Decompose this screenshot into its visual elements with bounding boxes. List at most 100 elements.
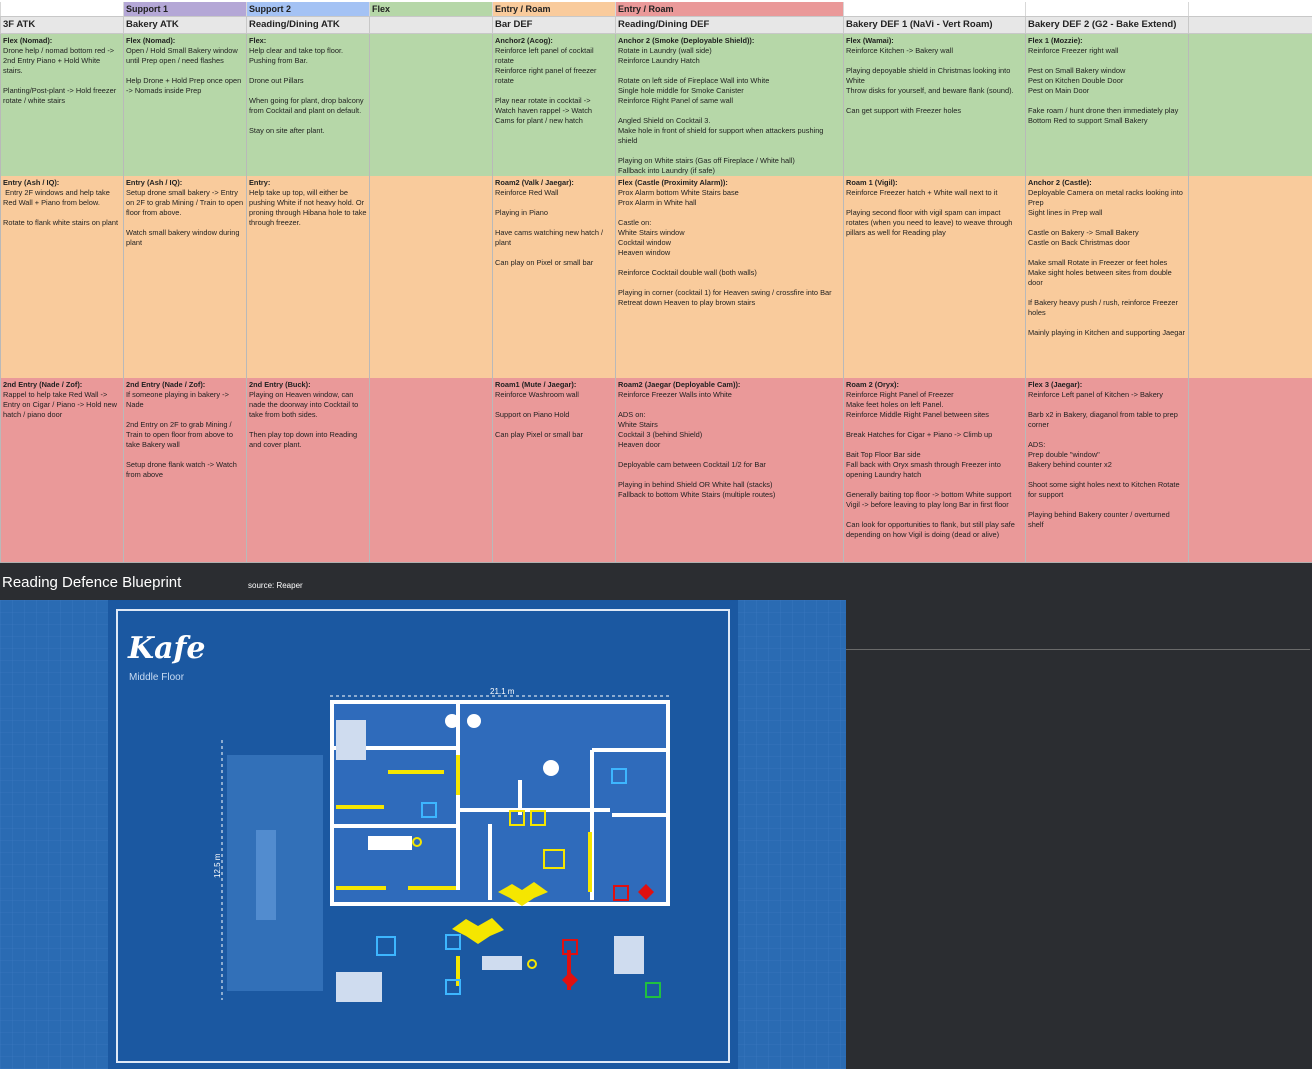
table-cell[interactable]: Flex (Wamai): Reinforce Kitchen -> Baker… xyxy=(843,34,1025,176)
table-round xyxy=(445,714,459,728)
table-cell[interactable]: Flex 1 (Mozzie): Reinforce Freezer right… xyxy=(1025,34,1188,176)
table-cell[interactable] xyxy=(369,176,492,378)
gadget-yellow-icon xyxy=(509,810,525,826)
building-floor xyxy=(330,700,670,906)
cell-title: 2nd Entry (Nade / Zof): xyxy=(126,380,206,389)
table-cell[interactable]: 2nd Entry (Buck): Playing on Heaven wind… xyxy=(246,378,369,562)
reinforced-wall xyxy=(588,832,592,892)
table-cell[interactable]: 2nd Entry (Nade / Zof): Rappel to help t… xyxy=(0,378,123,562)
table-cell[interactable]: Anchor2 (Acog): Reinforce left panel of … xyxy=(492,34,615,176)
cell-body: Reinforce Washroom wall Support on Piano… xyxy=(495,390,583,439)
cell-text: Flex 1 (Mozzie): Reinforce Freezer right… xyxy=(1028,36,1186,126)
header-cell[interactable] xyxy=(369,17,492,33)
cell-text: Flex 3 (Jaegar): Reinforce Left panel of… xyxy=(1028,380,1186,530)
cell-text xyxy=(372,36,490,46)
gadget-blue-icon xyxy=(445,979,461,995)
table-cell[interactable] xyxy=(369,378,492,562)
map-name: Kafe xyxy=(127,631,206,666)
barricade-line xyxy=(336,886,386,890)
gadget-blue-icon xyxy=(611,768,627,784)
table-cell[interactable]: Entry (Ash / IQ): Entry 2F windows and h… xyxy=(0,176,123,378)
cell-title: Entry (Ash / IQ): xyxy=(3,178,60,187)
cell-text: Anchor2 (Acog): Reinforce left panel of … xyxy=(495,36,613,126)
gadget-red-icon xyxy=(613,885,629,901)
table-cell[interactable] xyxy=(1188,34,1312,176)
cell-body: Deployable Camera on metal racks looking… xyxy=(1028,188,1185,337)
role-cell[interactable]: Entry / Roam xyxy=(615,2,843,16)
header-cell[interactable]: Reading/Dining ATK xyxy=(246,17,369,33)
header-row: 3F ATK Bakery ATK Reading/Dining ATK Bar… xyxy=(0,16,1312,34)
stairs-top xyxy=(336,720,366,760)
cell-title: 2nd Entry (Buck): xyxy=(249,380,311,389)
header-cell[interactable] xyxy=(1188,17,1312,33)
cell-title: Anchor 2 (Smoke (Deployable Shield)): xyxy=(618,36,755,45)
table-cell[interactable]: Flex (Castle (Proximity Alarm)): Prox Al… xyxy=(615,176,843,378)
role-cell[interactable]: Support 1 xyxy=(123,2,246,16)
header-cell[interactable]: Bakery ATK xyxy=(123,17,246,33)
table-cell[interactable]: Entry: Help take up top, will either be … xyxy=(246,176,369,378)
role-cell[interactable]: Support 2 xyxy=(246,2,369,16)
cell-title: Roam 2 (Oryx): xyxy=(846,380,899,389)
table-cell[interactable] xyxy=(1188,176,1312,378)
role-cell[interactable]: Flex xyxy=(369,2,492,16)
header-cell[interactable]: Bar DEF xyxy=(492,17,615,33)
grid-left xyxy=(0,600,108,1069)
table xyxy=(482,956,522,970)
role-cell[interactable] xyxy=(843,2,1025,16)
divider-line xyxy=(846,649,1310,650)
cell-title: Flex: xyxy=(249,36,267,45)
gadget-yellow-icon xyxy=(543,849,565,869)
table-cell[interactable]: Entry (Ash / IQ): Setup drone small bake… xyxy=(123,176,246,378)
cell-text: Flex (Castle (Proximity Alarm)): Prox Al… xyxy=(618,178,841,308)
header-cell[interactable]: Bakery DEF 2 (G2 - Bake Extend) xyxy=(1025,17,1188,33)
cell-body: Help clear and take top floor. Pushing f… xyxy=(249,46,364,135)
role-row: Support 1 Support 2 Flex Entry / Roam En… xyxy=(0,2,1312,16)
header-cell[interactable]: Reading/Dining DEF xyxy=(615,17,843,33)
table-cell[interactable]: Roam2 (Valk / Jaegar): Reinforce Red Wal… xyxy=(492,176,615,378)
cell-body: Reinforce Red Wall Playing in Piano Have… xyxy=(495,188,604,267)
table-cell[interactable]: Roam1 (Mute / Jaegar): Reinforce Washroo… xyxy=(492,378,615,562)
cell-text: Anchor 2 (Smoke (Deployable Shield)): Ro… xyxy=(618,36,841,176)
barricade-line xyxy=(336,805,384,809)
cell-title: Flex (Nomad): xyxy=(126,36,176,45)
role-cell[interactable] xyxy=(1025,2,1188,16)
gadget-blue-icon xyxy=(376,936,396,956)
role-cell[interactable]: Entry / Roam xyxy=(492,2,615,16)
table-cell[interactable] xyxy=(1188,378,1312,562)
table-cell[interactable]: 2nd Entry (Nade / Zof): If someone playi… xyxy=(123,378,246,562)
cell-body: Help take up top, will either be pushing… xyxy=(249,188,369,227)
cell-text: Flex (Nomad): Drone help / nomad bottom … xyxy=(3,36,121,106)
cell-title: Entry: xyxy=(249,178,271,187)
cell-title: Flex (Wamai): xyxy=(846,36,894,45)
table-cell[interactable]: Flex 3 (Jaegar): Reinforce Left panel of… xyxy=(1025,378,1188,562)
cell-text: 2nd Entry (Buck): Playing on Heaven wind… xyxy=(249,380,367,450)
spreadsheet: Support 1 Support 2 Flex Entry / Roam En… xyxy=(0,0,1312,563)
cell-text: 2nd Entry (Nade / Zof): Rappel to help t… xyxy=(3,380,121,420)
table-cell[interactable]: Anchor 2 (Castle): Deployable Camera on … xyxy=(1025,176,1188,378)
table-cell[interactable]: Roam2 (Jaegar (Deployable Cam)): Reinfor… xyxy=(615,378,843,562)
table-cell[interactable]: Roam 1 (Vigil): Reinforce Freezer hatch … xyxy=(843,176,1025,378)
role-band: 2nd Entry (Nade / Zof): Rappel to help t… xyxy=(0,378,1312,563)
gadget-blue-icon xyxy=(421,802,437,818)
table-cell[interactable]: Flex (Nomad): Drone help / nomad bottom … xyxy=(0,34,123,176)
table-cell[interactable]: Flex (Nomad): Open / Hold Small Bakery w… xyxy=(123,34,246,176)
blueprint-map-image[interactable]: Kafe Middle Floor 21.1 m 12.5 m xyxy=(0,600,846,1069)
table-cell[interactable]: Anchor 2 (Smoke (Deployable Shield)): Ro… xyxy=(615,34,843,176)
header-cell[interactable]: Bakery DEF 1 (NaVi - Vert Roam) xyxy=(843,17,1025,33)
cell-title: Flex 1 (Mozzie): xyxy=(1028,36,1083,45)
cell-text: Roam2 (Valk / Jaegar): Reinforce Red Wal… xyxy=(495,178,613,268)
role-band: Entry (Ash / IQ): Entry 2F windows and h… xyxy=(0,176,1312,379)
header-cell[interactable]: 3F ATK xyxy=(0,17,123,33)
cell-title: 2nd Entry (Nade / Zof): xyxy=(3,380,83,389)
blueprint-source: source: Reaper xyxy=(248,581,303,590)
table-cell[interactable]: Roam 2 (Oryx): Reinforce Right Panel of … xyxy=(843,378,1025,562)
role-cell[interactable] xyxy=(1188,2,1312,16)
cell-title: Roam1 (Mute / Jaegar): xyxy=(495,380,577,389)
cell-body: Rappel to help take Red Wall -> Entry on… xyxy=(3,390,120,419)
cell-body: Reinforce Freezer Walls into White ADS o… xyxy=(618,390,776,499)
cell-title: Flex (Castle (Proximity Alarm)): xyxy=(618,178,728,187)
table-cell[interactable]: Flex: Help clear and take top floor. Pus… xyxy=(246,34,369,176)
cell-body: Entry 2F windows and help take Red Wall … xyxy=(3,188,119,227)
role-cell[interactable] xyxy=(0,2,123,16)
table-cell[interactable] xyxy=(369,34,492,176)
